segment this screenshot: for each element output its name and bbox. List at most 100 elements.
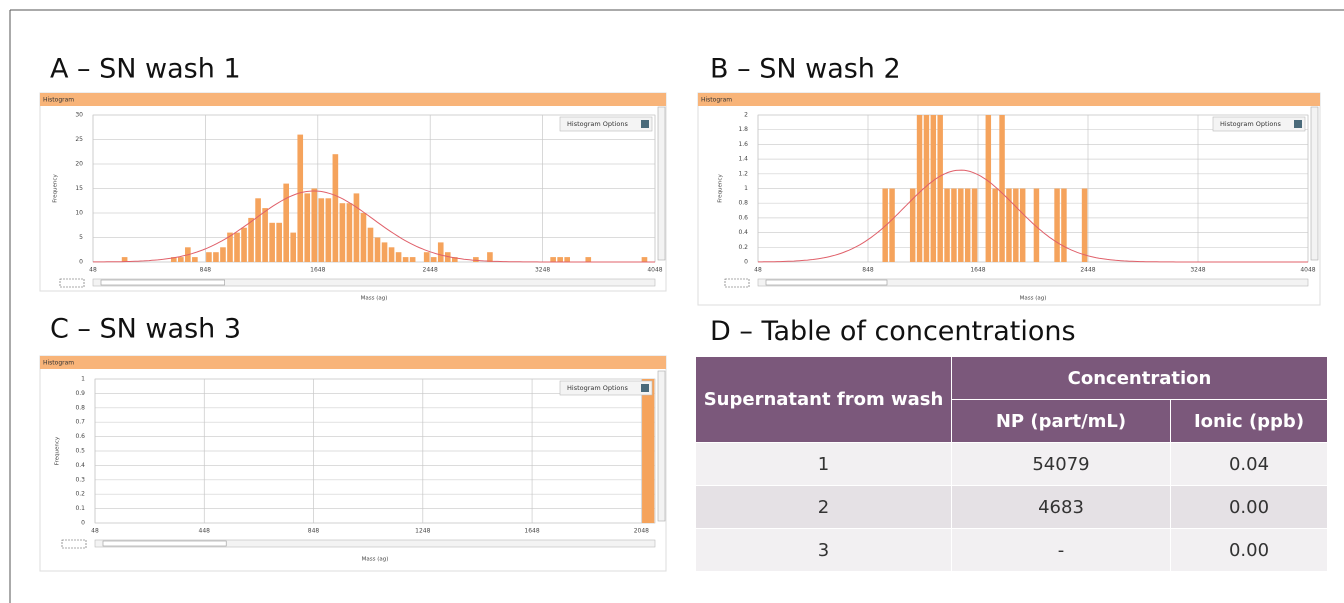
x-tick-label: 1648 (970, 267, 985, 274)
cell: 1 (695, 442, 952, 486)
panel-header-label: Histogram (43, 97, 74, 104)
fit-curve (758, 169, 1308, 263)
cell: 0.04 (1170, 442, 1328, 486)
bar (360, 213, 367, 262)
horizontal-scrollbar (94, 539, 656, 548)
x-tick-label: 3248 (1190, 267, 1205, 274)
x-tick-label: 48 (89, 267, 97, 274)
y-axis-label: Frequency (53, 174, 59, 203)
bar (395, 252, 402, 262)
bar (178, 257, 184, 262)
fit-curve (93, 190, 655, 263)
y-tick-label: 0.8 (75, 404, 85, 411)
x-tick-label: 1648 (524, 528, 539, 535)
bar (923, 115, 930, 262)
options-label: Histogram Options (567, 384, 628, 392)
y-tick-label: 15 (75, 185, 83, 192)
y-tick-label: 5 (79, 234, 83, 241)
options-label: Histogram Options (1220, 120, 1281, 128)
zoom-icons (59, 278, 85, 288)
y-tick-label: 0.1 (75, 505, 85, 512)
bar (339, 203, 346, 262)
zoom-icons (724, 278, 750, 288)
horizontal-scrollbar (757, 278, 1309, 287)
bar (992, 188, 998, 262)
bar (430, 257, 437, 262)
bar (304, 193, 311, 262)
bar (964, 188, 971, 262)
panel-header (698, 93, 1320, 106)
bar (1019, 188, 1026, 262)
y-tick-label: 0.2 (75, 491, 85, 498)
y-tick-label: 0 (81, 520, 85, 527)
y-tick-label: 0 (79, 259, 83, 266)
bar (220, 247, 226, 262)
panel-header-label: Histogram (701, 97, 732, 104)
bar (985, 115, 992, 262)
bar (487, 252, 493, 262)
cell: 54079 (951, 442, 1171, 486)
group-header: Concentration (951, 356, 1328, 400)
bar (234, 232, 240, 262)
bar (276, 222, 282, 262)
x-tick-label: 2448 (1080, 267, 1095, 274)
cell: - (951, 528, 1171, 572)
bar (290, 232, 297, 262)
x-tick-label: 848 (862, 267, 874, 274)
bar (1006, 188, 1012, 262)
bar (944, 188, 950, 262)
panel-header (40, 356, 666, 369)
bar (213, 252, 219, 262)
column-header: Ionic (ppb) (1170, 399, 1328, 443)
bar (381, 242, 388, 262)
y-tick-label: 1 (81, 376, 85, 383)
y-tick-label: 1.6 (738, 141, 748, 148)
bar (882, 188, 888, 262)
bar (332, 154, 339, 262)
bar (1061, 188, 1067, 262)
bar (642, 379, 655, 523)
bar (1081, 188, 1088, 262)
options-icon (641, 384, 649, 392)
cell: 0.00 (1170, 528, 1328, 572)
x-tick-label: 1648 (310, 267, 325, 274)
bar (1013, 188, 1019, 262)
bar (325, 198, 332, 262)
y-tick-label: 0.6 (75, 433, 85, 440)
bar (170, 257, 177, 262)
options-label: Histogram Options (567, 120, 628, 128)
horizontal-scrollbar (92, 278, 656, 287)
bar (937, 115, 943, 262)
cell: 2 (695, 485, 952, 529)
bar (297, 134, 304, 262)
bar (916, 115, 923, 262)
y-tick-label: 0.7 (75, 419, 85, 426)
options-icon (641, 120, 649, 128)
cell: 0.00 (1170, 485, 1328, 529)
bar (958, 188, 964, 262)
header-row: Supernatant from wash Concentration (695, 356, 1328, 443)
bar (951, 188, 957, 262)
y-tick-label: 1.4 (738, 156, 748, 163)
cell: 3 (695, 528, 952, 572)
bar (318, 198, 325, 262)
bar (388, 247, 395, 262)
x-tick-label: 4048 (1300, 267, 1315, 274)
bar (269, 222, 275, 262)
bar (367, 227, 374, 262)
y-tick-label: 0.9 (75, 390, 85, 397)
bar (444, 252, 451, 262)
bar (550, 257, 556, 262)
bar (585, 257, 592, 262)
y-tick-label: 2 (744, 112, 748, 119)
bar (557, 257, 563, 262)
panel-header-label: Histogram (43, 360, 74, 367)
y-tick-label: 0.6 (738, 214, 748, 221)
bar (227, 232, 233, 262)
x-tick-label: 448 (199, 528, 211, 535)
bar (930, 115, 937, 262)
bar (192, 257, 198, 262)
y-tick-label: 0.3 (75, 476, 85, 483)
